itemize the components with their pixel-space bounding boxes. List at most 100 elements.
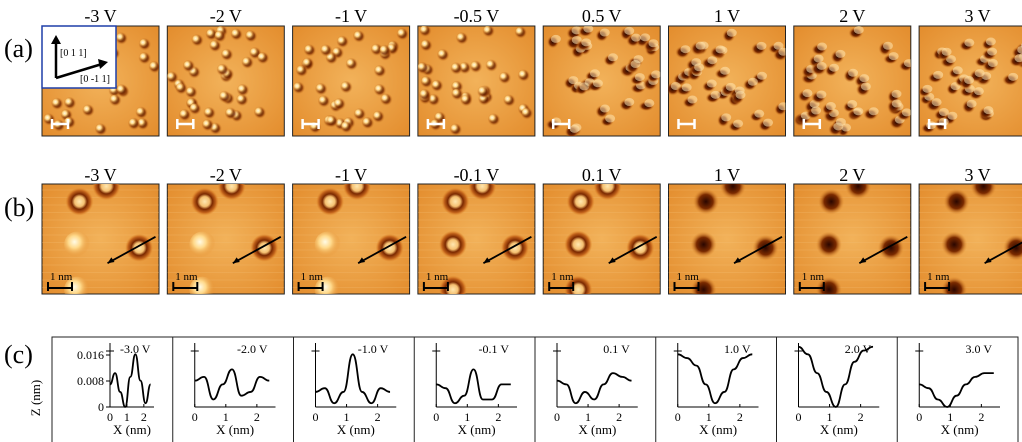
defect-spot — [257, 52, 267, 62]
defect-halo — [1017, 45, 1022, 54]
scale-bar — [798, 282, 825, 291]
defect-halo — [778, 47, 786, 56]
defect-spot — [44, 114, 53, 123]
defect-halo — [773, 41, 784, 50]
scale-bar — [802, 119, 822, 129]
defect-spot — [83, 105, 92, 114]
voltage-label-a-5: 0.5 V — [582, 6, 622, 26]
defect-halo — [860, 82, 871, 91]
defect-halo — [825, 102, 836, 111]
defect-spot — [61, 109, 70, 119]
defect-spot — [314, 231, 341, 258]
defect-spot — [242, 57, 251, 66]
defect-halo — [568, 76, 579, 85]
row-c-label: (c) — [4, 340, 33, 369]
defect-spot — [189, 231, 216, 258]
x-tick-label: 0 — [107, 410, 113, 424]
defect-spot — [420, 26, 429, 34]
defect-spot — [692, 188, 719, 215]
x-tick-label: 0 — [192, 410, 198, 424]
defect-halo — [631, 33, 642, 42]
defect-spot — [815, 231, 842, 258]
defect-halo — [583, 26, 594, 33]
defect-spot — [941, 276, 968, 294]
defect-halo — [607, 53, 618, 62]
row-b-label: (b) — [4, 193, 34, 222]
defect-spot — [397, 28, 406, 38]
defect-spot — [217, 184, 246, 201]
defect-halo — [592, 79, 603, 88]
profile-voltage-label: 0.1 V — [603, 342, 630, 356]
defect-spot — [375, 233, 404, 262]
defect-spot — [564, 230, 593, 259]
defect-spot — [518, 70, 528, 79]
defect-halo — [974, 69, 985, 78]
defect-halo — [569, 124, 580, 133]
voltage-label-b-7: 2 V — [839, 165, 865, 185]
defect-spot — [439, 230, 467, 259]
defect-spot — [354, 108, 363, 118]
defect-spot — [183, 60, 193, 70]
defect-spot — [125, 233, 154, 262]
defect-spot — [441, 187, 470, 216]
x-tick-label: 2 — [254, 410, 260, 424]
stm-panel-a-4 — [417, 25, 536, 137]
stm-panel-b-7: 1 nm — [793, 183, 912, 295]
x-tick-label: 1 — [827, 410, 833, 424]
arrowhead-icon — [483, 257, 491, 264]
defect-halo — [599, 104, 610, 113]
voltage-label-b-2: -2 V — [210, 165, 242, 185]
defect-spot — [719, 184, 746, 200]
defect-spot — [139, 52, 148, 62]
defect-spot — [515, 27, 524, 36]
x-axis-label: X (nm) — [941, 422, 979, 437]
row-a-label: (a) — [4, 34, 33, 63]
stm-panel-b-8: 1 nm — [918, 183, 1022, 295]
defect-halo — [964, 76, 975, 85]
defect-spot — [341, 81, 350, 91]
defect-halo — [747, 77, 758, 86]
defect-spot — [250, 233, 279, 262]
defect-spot — [362, 117, 372, 127]
defect-spot — [456, 33, 466, 42]
line-profile-4: -0.1 V 0 1 2X (nm) — [432, 342, 517, 437]
defect-spot — [341, 121, 350, 131]
defect-spot — [250, 47, 259, 57]
scale-bar — [677, 119, 696, 129]
defect-spot — [690, 276, 717, 294]
x-tick-label: 0 — [916, 410, 922, 424]
voltage-label-b-5: 0.1 V — [582, 165, 622, 185]
arrowhead-icon — [984, 257, 992, 264]
x-tick-label: 1 — [947, 410, 953, 424]
defect-spot — [593, 184, 622, 201]
stm-panel-b-6: 1 nm — [668, 183, 786, 295]
defect-spot — [217, 64, 226, 73]
defect-halo — [706, 79, 717, 88]
defect-halo — [985, 37, 996, 46]
defect-spot — [245, 30, 255, 40]
defect-spot — [237, 94, 246, 104]
x-axis-label: X (nm) — [699, 422, 737, 437]
profile-curve — [436, 368, 511, 405]
x-tick-label: 2 — [495, 410, 501, 424]
x-tick-label: 1 — [585, 410, 591, 424]
defect-spot — [450, 124, 460, 133]
defect-halo — [634, 73, 645, 82]
stm-panel-a-2 — [166, 25, 285, 137]
defect-halo — [687, 95, 698, 104]
defect-halo — [931, 98, 942, 107]
defect-halo — [901, 108, 911, 117]
x-tick-label: 0 — [313, 410, 319, 424]
arrowhead-icon — [51, 35, 61, 44]
defect-spot — [64, 97, 74, 107]
defect-halo — [941, 47, 952, 56]
defect-halo — [835, 49, 846, 58]
profile-voltage-label: 3.0 V — [966, 342, 993, 356]
defect-spot — [373, 111, 382, 120]
x-tick-label: 2 — [616, 410, 622, 424]
x-tick-label: 2 — [141, 410, 147, 424]
defect-spot — [439, 275, 467, 294]
profile-curve — [556, 372, 632, 405]
